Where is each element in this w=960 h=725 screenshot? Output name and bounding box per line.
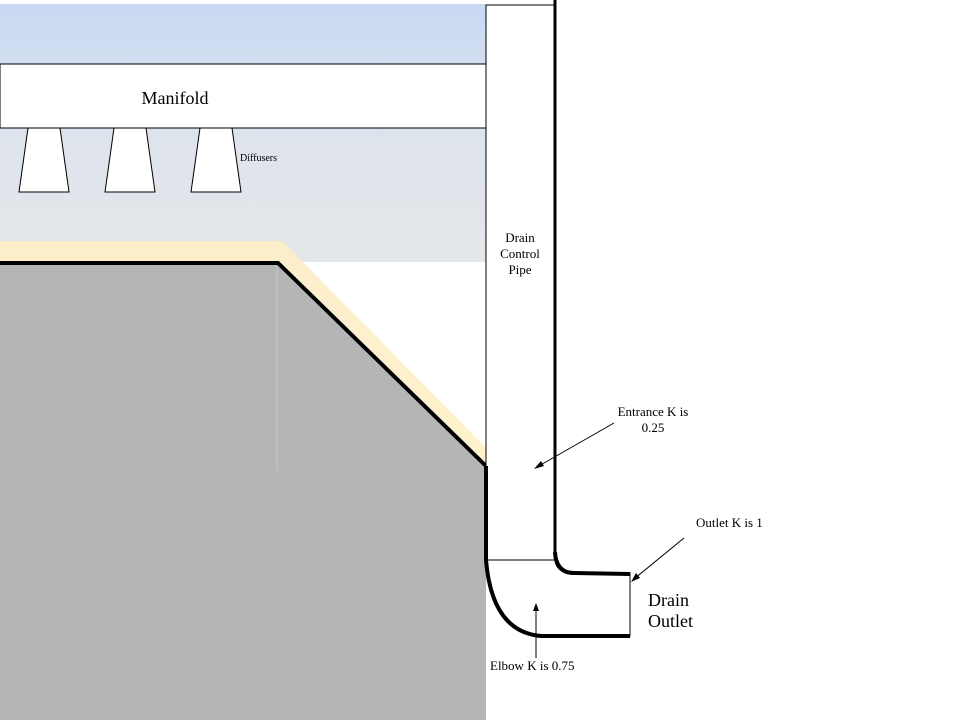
drain-control-pipe bbox=[485, 4, 556, 561]
diffuser-2 bbox=[104, 127, 156, 193]
entrance-k-label: Entrance K is 0.25 bbox=[618, 404, 689, 435]
svg-text:Pipe: Pipe bbox=[508, 262, 531, 277]
elbow-k-label: Elbow K is 0.75 bbox=[490, 658, 575, 673]
manifold bbox=[0, 63, 487, 129]
drain-control-pipe-label: Drain Control Pipe bbox=[500, 230, 540, 277]
water-region bbox=[0, 4, 486, 262]
diffuser-1 bbox=[18, 127, 70, 193]
diffuser-3 bbox=[190, 127, 242, 193]
manifold-label: Manifold bbox=[142, 88, 209, 108]
pipe-elbow bbox=[485, 559, 631, 637]
svg-text:Outlet: Outlet bbox=[648, 611, 693, 631]
drain-outlet-label: Drain Outlet bbox=[648, 590, 693, 631]
svg-text:Drain: Drain bbox=[648, 590, 689, 610]
pipe-left-wall bbox=[484, 466, 630, 638]
entrance-k-arrow bbox=[534, 422, 615, 469]
slope-outline bbox=[0, 261, 488, 468]
svg-text:Entrance K is: Entrance K is bbox=[618, 404, 689, 419]
sand-layer bbox=[0, 241, 486, 468]
ground bbox=[0, 263, 486, 720]
svg-text:0.25: 0.25 bbox=[642, 420, 665, 435]
outlet-k-label: Outlet K is 1 bbox=[696, 515, 763, 530]
pipe-inner-elbow-wall bbox=[553, 551, 631, 576]
svg-text:Control: Control bbox=[500, 246, 540, 261]
diffusers-label: Diffusers bbox=[240, 153, 277, 164]
outlet-k-arrow bbox=[631, 537, 685, 582]
elbow-k-arrow bbox=[533, 603, 539, 658]
svg-text:Drain: Drain bbox=[505, 230, 535, 245]
